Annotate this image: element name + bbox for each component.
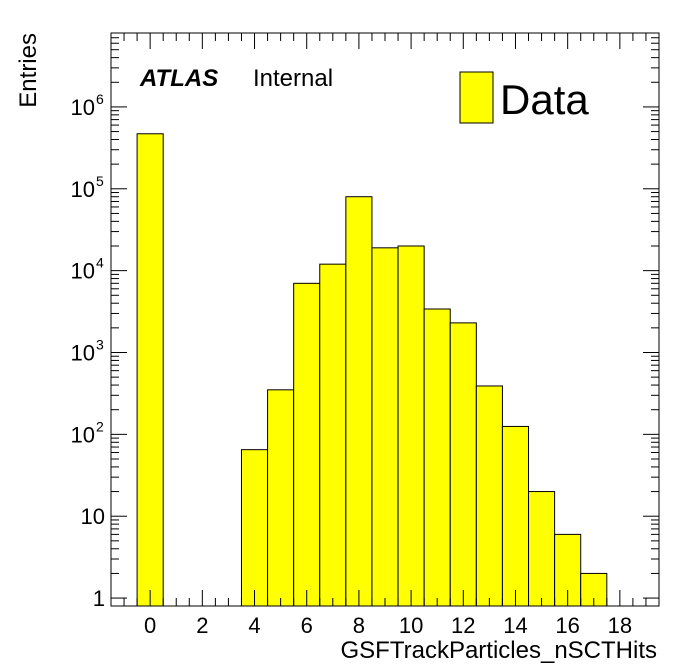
y-tick-exponent: 6: [96, 91, 104, 107]
legend-label: Data: [500, 76, 589, 123]
histogram-bar: [475, 385, 503, 607]
y-tick-label: 10: [71, 259, 95, 284]
x-tick-label: 12: [451, 613, 475, 638]
y-tick-label: 10: [71, 95, 95, 120]
y-tick-exponent: 3: [96, 336, 104, 352]
y-tick-exponent: 5: [96, 173, 104, 189]
histogram-bar: [423, 308, 451, 607]
x-tick-label: 14: [503, 613, 527, 638]
internal-label: Internal: [253, 65, 333, 92]
histogram-bar: [240, 449, 269, 607]
x-tick-labels: 0 2 4 6 8 10 12 14 16 18: [144, 613, 632, 638]
x-tick-label: 8: [353, 613, 365, 638]
histogram-bars: [136, 133, 608, 607]
x-tick-label: 2: [196, 613, 208, 638]
y-tick-exponent: 2: [96, 418, 104, 434]
x-tick-label: 6: [301, 613, 313, 638]
y-tick-label: 1: [93, 586, 105, 611]
x-tick-label: 10: [399, 613, 423, 638]
histogram-bar: [449, 322, 477, 607]
histogram-bar: [397, 245, 425, 607]
y-tick-exponent: 4: [96, 255, 104, 271]
histogram-bar: [319, 263, 347, 607]
histogram-bar: [293, 282, 321, 607]
y-tick-label: 10: [71, 177, 95, 202]
histogram-bar: [528, 491, 556, 607]
x-tick-label: 0: [144, 613, 156, 638]
atlas-label: ATLAS: [139, 65, 218, 92]
legend-swatch: [459, 71, 494, 124]
histogram-bar: [345, 196, 373, 607]
histogram-bar: [136, 133, 164, 607]
x-tick-label: 18: [608, 613, 632, 638]
y-tick-label: 10: [71, 340, 95, 365]
y-axis-title: Entries: [15, 33, 42, 108]
x-tick-label: 16: [555, 613, 579, 638]
histogram-bar: [501, 425, 530, 607]
x-axis-title: GSFTrackParticles_nSCTHits: [341, 637, 658, 664]
x-tick-label: 4: [248, 613, 260, 638]
y-tick-label: 10: [71, 422, 95, 447]
axis-ticks: [110, 32, 660, 606]
histogram-bar: [371, 247, 399, 607]
histogram-bar: [267, 389, 295, 607]
y-tick-label: 10: [81, 504, 105, 529]
